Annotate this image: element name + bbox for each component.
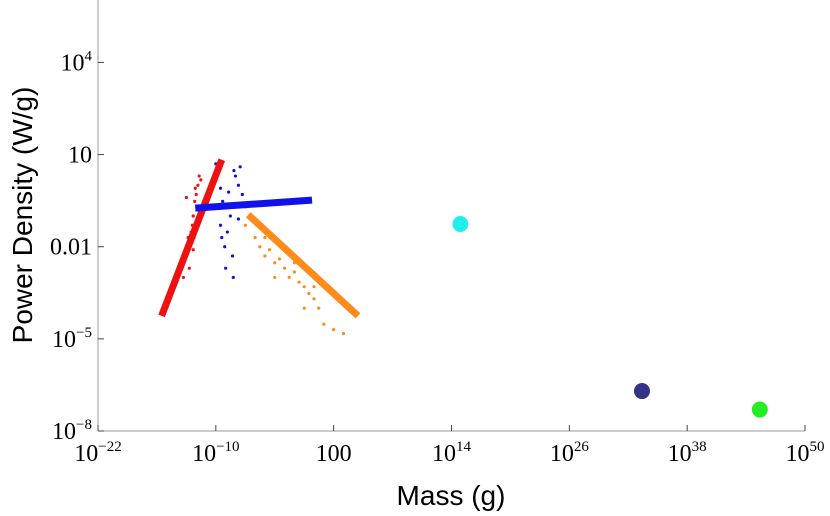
data-point [220, 235, 224, 240]
data-point [238, 165, 242, 169]
data-point [302, 285, 306, 289]
data-point [218, 223, 223, 227]
data-point [193, 199, 197, 203]
data-point [236, 183, 241, 187]
data-point [193, 186, 197, 190]
data-point [312, 285, 316, 289]
data-point [194, 192, 198, 197]
x-tick-label: 10−22 [74, 439, 121, 467]
data-point [302, 306, 306, 310]
data-point [317, 306, 321, 310]
data-point [181, 275, 186, 280]
x-tick-label: 1038 [668, 439, 707, 467]
x-tick-label: 10−10 [192, 439, 239, 467]
y-axis-label: Power Density (W/g) [7, 87, 38, 344]
data-point [225, 230, 229, 234]
data-point [273, 275, 277, 280]
data-point [233, 174, 238, 178]
fit-line [245, 212, 361, 319]
x-tick-label: 1050 [786, 439, 825, 467]
y-tick-label: 0.01 [50, 235, 92, 261]
x-tick-label: 1014 [432, 439, 472, 467]
data-point [196, 183, 200, 187]
y-tick-label: 104 [61, 48, 93, 76]
data-point [218, 186, 223, 190]
data-point [236, 217, 241, 221]
data-point [273, 261, 277, 265]
data-point [633, 383, 650, 400]
data-point [187, 266, 191, 270]
y-tick-label: 10−8 [52, 417, 92, 445]
y-tick-label: 10−5 [52, 325, 92, 353]
data-point [223, 245, 227, 249]
data-point [263, 254, 267, 258]
data-point [243, 223, 247, 227]
data-point [221, 199, 225, 203]
data-point [332, 328, 336, 332]
fit-line [158, 158, 226, 318]
data-point [312, 297, 316, 301]
x-tick-label: 1026 [550, 439, 590, 467]
data-point [287, 275, 291, 280]
x-axis-label: Mass (g) [397, 480, 506, 511]
data-point [191, 214, 195, 218]
data-point [230, 254, 235, 258]
data-point [297, 280, 301, 284]
data-point [199, 178, 203, 182]
data-point [231, 275, 235, 280]
data-point [282, 266, 287, 270]
data-point [184, 195, 188, 200]
data-point [258, 245, 262, 249]
data-point [322, 322, 326, 326]
data-point [228, 214, 232, 218]
data-point [197, 174, 201, 178]
data-point [268, 248, 272, 252]
data-point [253, 235, 257, 240]
data-point [240, 192, 244, 197]
data-point [292, 270, 296, 274]
data-point [341, 331, 346, 336]
fit-line [195, 196, 313, 212]
y-tick-label: 10 [68, 143, 92, 169]
data-point [232, 169, 236, 173]
data-point [452, 215, 469, 232]
x-tick-label: 100 [316, 441, 352, 467]
data-point [191, 248, 195, 252]
data-point [224, 266, 228, 270]
data-point [227, 190, 231, 194]
data-point [751, 401, 768, 418]
data-point [263, 235, 267, 240]
data-point [277, 257, 282, 261]
data-point [307, 291, 311, 296]
